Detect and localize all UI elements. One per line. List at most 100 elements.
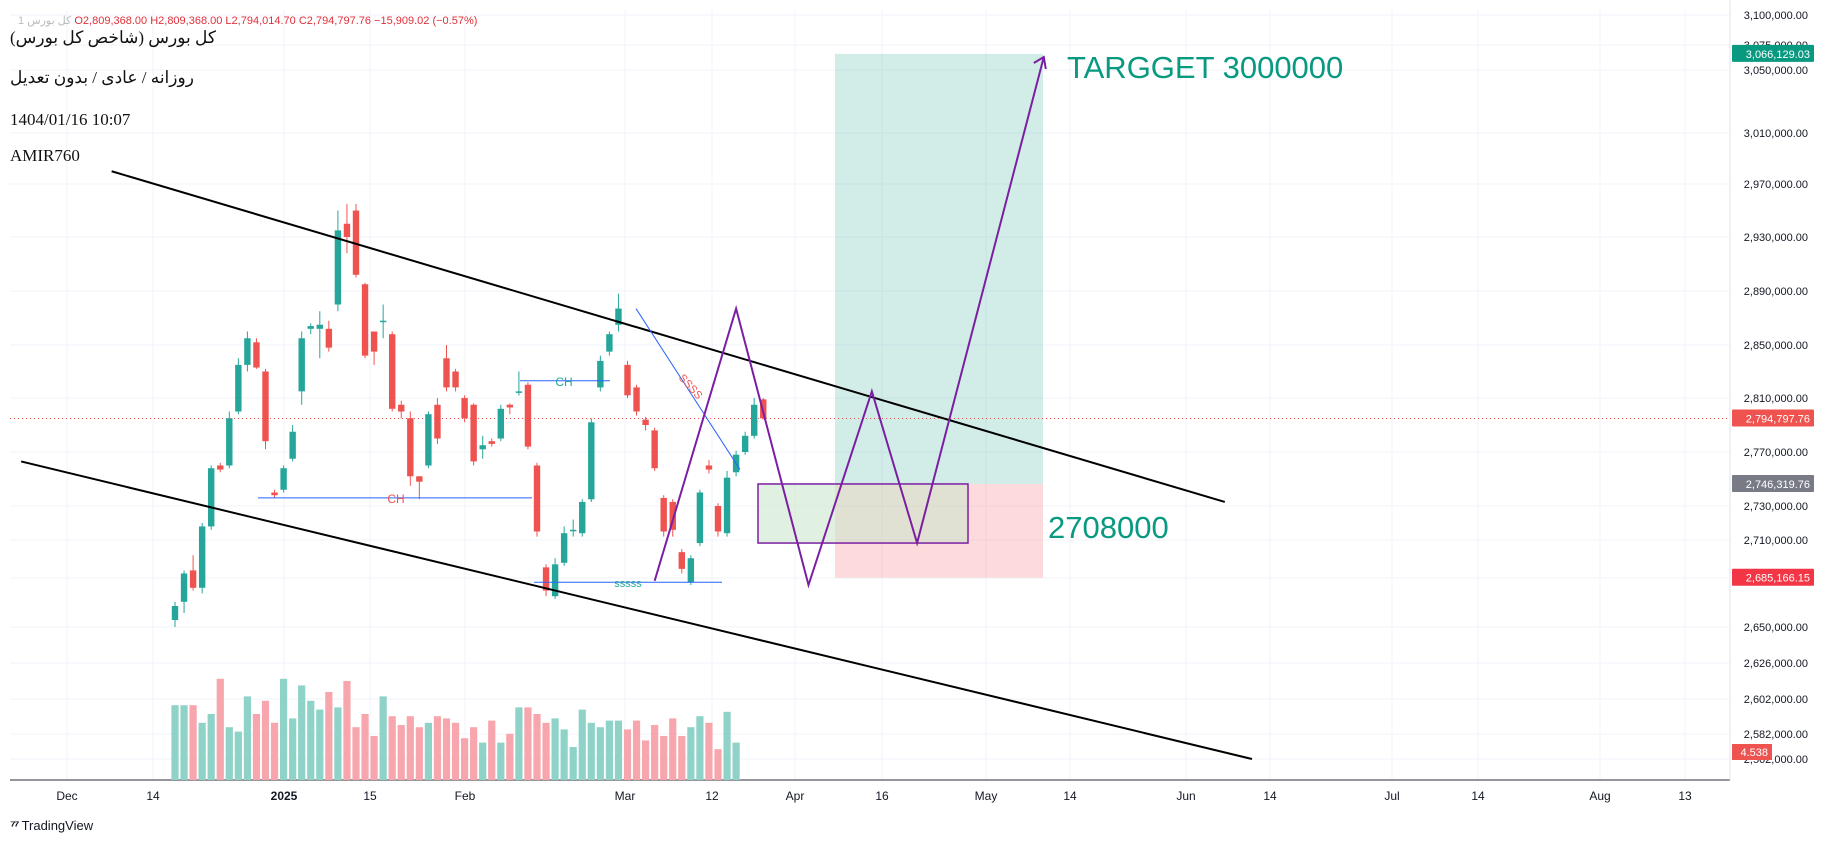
volume-bar (316, 709, 324, 780)
ch-upper-label: CH (555, 375, 572, 389)
volume-bar (524, 707, 532, 780)
volume-bar (515, 707, 523, 780)
candle-body (533, 465, 541, 532)
candle-body (651, 430, 658, 469)
volume-bar (307, 700, 315, 780)
candle-body (705, 465, 713, 470)
volume-bar (533, 714, 541, 780)
target-price-tag: 3,066,129.03 (1746, 49, 1810, 61)
volume-bar (397, 725, 405, 780)
candle-body (723, 477, 731, 534)
y-tick-label: 2,850,000.00 (1744, 340, 1808, 352)
volume-bar (370, 736, 378, 780)
volume-bar (461, 738, 469, 780)
candle-body (379, 320, 387, 323)
symbol-line: 1 کل بورس (18, 15, 72, 27)
candle-body (334, 230, 342, 305)
volume-bar (451, 722, 460, 780)
x-tick-label: Aug (1589, 789, 1610, 803)
candle-body (271, 492, 278, 496)
volume-bar (433, 716, 442, 780)
volume-bar (280, 678, 288, 780)
volume-bar (352, 727, 360, 780)
volume-bar (198, 722, 206, 780)
volume-bar (298, 685, 306, 780)
candle-body (751, 404, 758, 436)
candle-body (470, 404, 477, 462)
ohlc-readout: 1 کل بورس O2,809,368.00 H2,809,368.00 L2… (18, 14, 477, 27)
candle-body (714, 506, 722, 532)
chart-datetime: 1404/01/16 10:07 (10, 110, 131, 129)
target-price-tag-bg (1732, 44, 1814, 62)
volume-bar (289, 718, 297, 780)
candle-body (524, 384, 532, 447)
candle-body (316, 324, 323, 329)
y-tick-label: 2,930,000.00 (1744, 232, 1808, 244)
candle-body (226, 418, 233, 466)
volume-bar (605, 720, 613, 780)
candle-body (570, 529, 577, 532)
candle-body (416, 476, 423, 482)
level-text: 2708000 (1048, 510, 1169, 545)
tradingview-logo-text: TradingView (21, 817, 94, 833)
volume-bar (470, 727, 478, 780)
volume-bar (696, 716, 704, 780)
current-price-tag-bg (1732, 409, 1814, 427)
x-tick-label: Dec (56, 789, 77, 803)
volume-bar (651, 725, 659, 780)
candle-body (479, 445, 486, 450)
volume-bar (687, 727, 695, 780)
candle-body (588, 422, 595, 500)
candle-body (208, 468, 215, 527)
volume-bar (207, 714, 215, 780)
tradingview-logo[interactable]: ⁷⁷ TradingView (10, 817, 93, 833)
candle-body (244, 338, 251, 365)
candle-body (217, 465, 224, 470)
candle-body (615, 308, 622, 325)
volume-bar (732, 742, 740, 780)
entry-price-tag-bg (1732, 474, 1814, 492)
candle-body (579, 501, 586, 534)
volume-bar (406, 716, 414, 780)
candle-body (542, 567, 550, 591)
volume-bar (596, 727, 604, 780)
volume-bar (642, 740, 650, 780)
x-tick-label: 16 (875, 789, 889, 803)
candle-body (669, 501, 676, 530)
y-tick-label: 2,890,000.00 (1744, 286, 1808, 298)
candle-body (425, 414, 432, 466)
x-tick-label: 2025 (271, 789, 298, 803)
volume-bar (623, 729, 632, 780)
volume-bar (551, 718, 559, 780)
ch-lower-label: CH (387, 492, 404, 506)
x-tick-label: 14 (1471, 789, 1485, 803)
candle-body (370, 331, 378, 352)
candle-body (560, 533, 568, 563)
volume-bar (479, 742, 487, 780)
candle-body (452, 371, 459, 388)
tradingview-logo-icon: ⁷⁷ (10, 817, 19, 833)
volume-bar (560, 729, 568, 780)
candle-body (461, 398, 468, 419)
arrow-head (1033, 55, 1047, 70)
chart-author: AMIR760 (10, 146, 80, 165)
candle-body (597, 360, 604, 388)
candle-body (551, 564, 559, 597)
volume-bar (442, 718, 451, 780)
y-tick-label: 3,050,000.00 (1744, 65, 1808, 77)
candle-body (407, 418, 414, 477)
candle-body (488, 441, 495, 444)
stop-price-tag: 2,685,166.15 (1746, 573, 1810, 585)
candle-body (180, 573, 188, 602)
volume-bar (488, 720, 496, 780)
volume-bar (361, 714, 369, 780)
candle-body (198, 526, 206, 588)
candle-body (506, 404, 514, 408)
candle-body (262, 371, 269, 442)
volume-bar (234, 731, 242, 780)
volume-bar (669, 718, 677, 780)
candle-body (515, 391, 523, 393)
volume-bar (388, 716, 396, 780)
ohlc-values: O2,809,368.00 H2,809,368.00 L2,794,014.7… (74, 15, 478, 27)
